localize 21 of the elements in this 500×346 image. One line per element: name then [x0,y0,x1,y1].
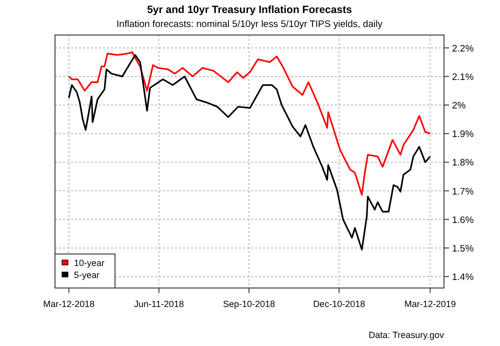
x-tick-label: Mar-12-2019 [404,299,456,309]
text: Data: Treasury.gov [368,330,444,340]
y-tick-label: 1.4% [452,272,474,284]
legend-label: 5-year [74,270,100,280]
y-tick-label: 2.1% [452,72,474,83]
y-tick-label: 1.6% [452,214,474,226]
y-tick-label: 1.8% [452,158,474,169]
y-tick-label: 1.9% [452,129,474,140]
y-tick-label: 1.5% [452,243,474,254]
line-series [68,51,431,196]
chart-title: 5yr and 10yr Treasury Inflation Forecasts [147,4,352,16]
chart-subtitle: Inflation forecasts: nominal 5/10yr less 5/10yr TIPS yields, daily [116,19,383,30]
legend-label: 10-year [74,258,105,268]
x-tick-label: Mar-12-2018 [43,299,95,309]
y-tick-label: 1.7% [452,186,474,198]
x-tick-label: Dec-10-2018 [313,299,366,309]
y-tick-label: 2.2% [452,43,474,54]
x-tick-label: Sep-10-2018 [222,299,276,309]
line-series [68,54,431,250]
x-tick-label: Jun-11-2018 [134,299,184,309]
y-tick-label: 2% [452,100,466,112]
